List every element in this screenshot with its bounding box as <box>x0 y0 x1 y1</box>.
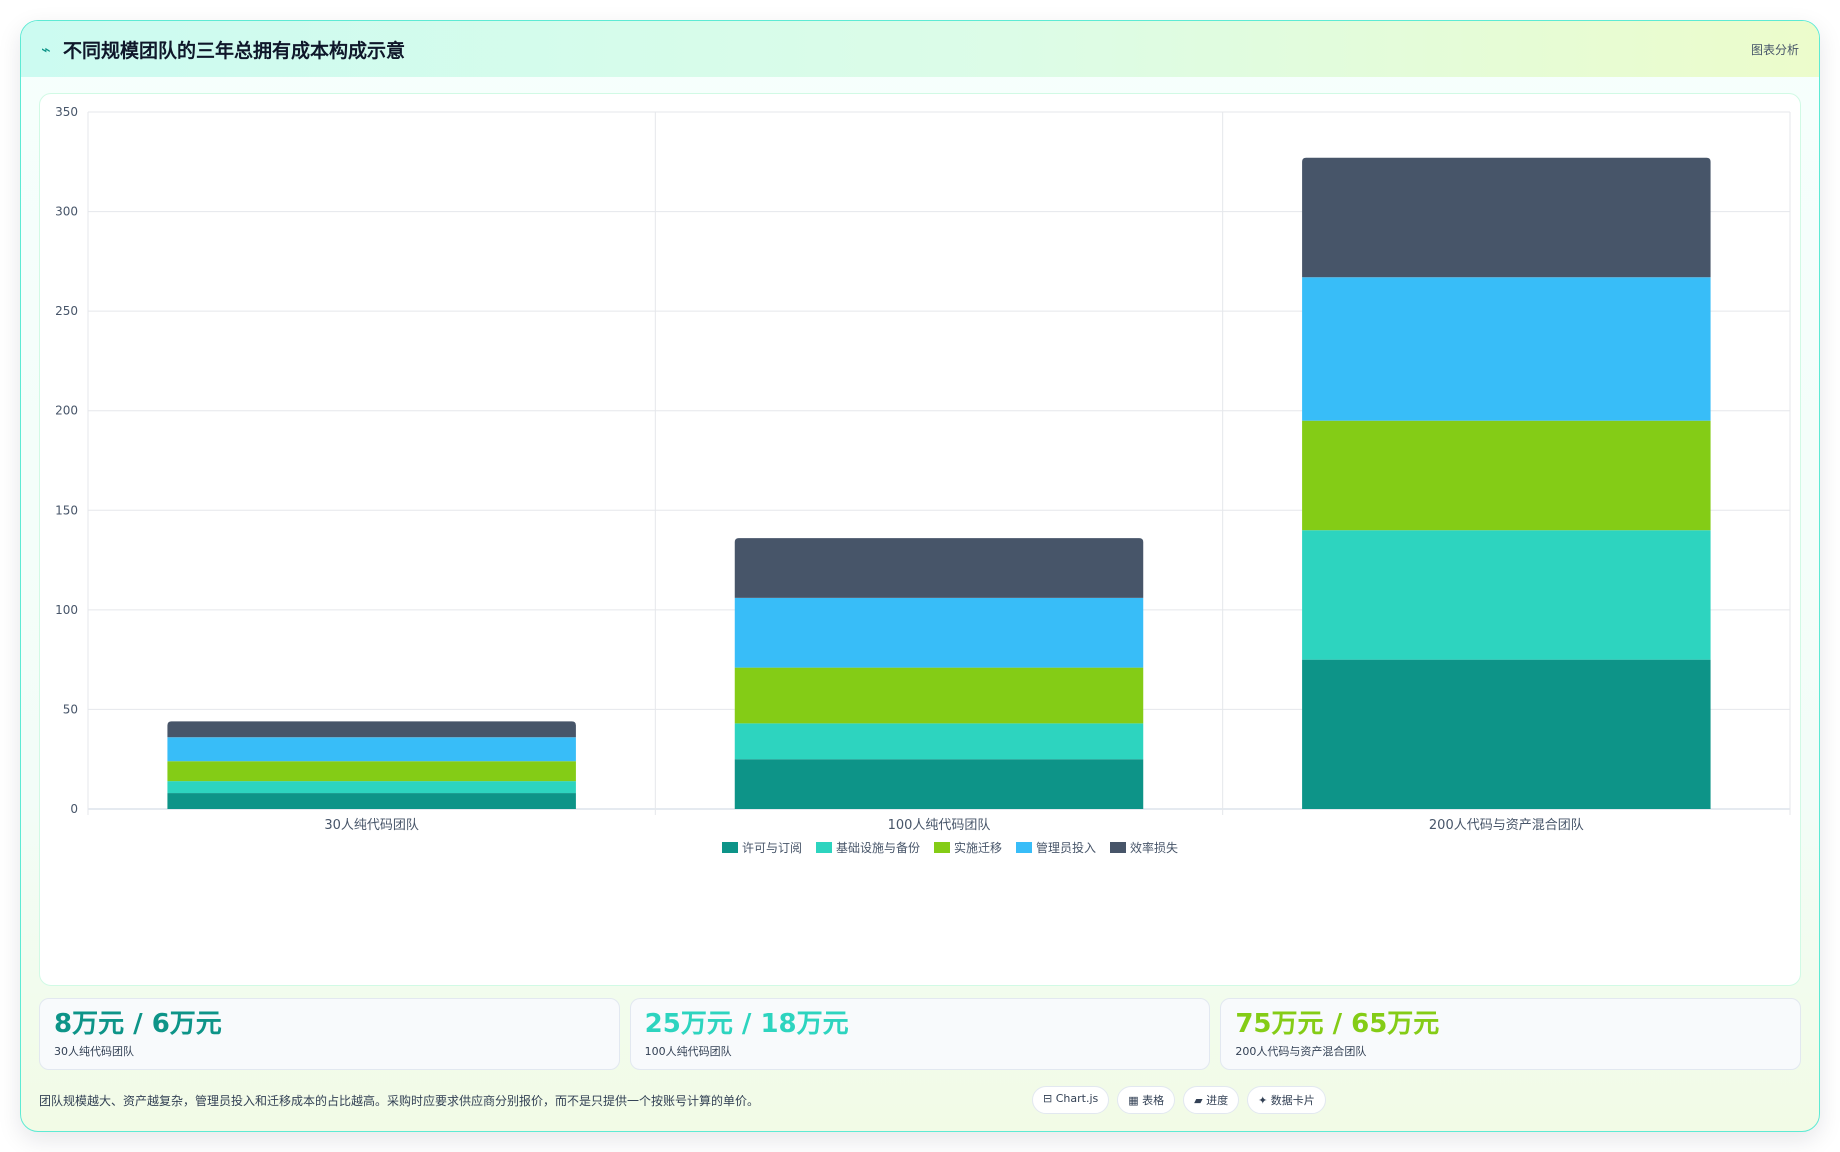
card-header: ⌁ 不同规模团队的三年总拥有成本构成示意 图表分析 <box>21 21 1819 77</box>
stat-cards: 8万元 / 6万元 30人纯代码团队 25万元 / 18万元 100人纯代码团队… <box>39 998 1802 1070</box>
chart-analysis-tag: 图表分析 <box>1750 42 1799 57</box>
card-footer: 团队规模越大、资产越复杂，管理员投入和迁移成本的占比越高。采购时应要求供应商分别… <box>39 1083 1801 1117</box>
chip-data-card[interactable]: ✦ 数据卡片 <box>1247 1086 1326 1114</box>
chart-panel: 0 50 100 150 200 250 300 350 30人纯代码团队 100人纯代码团队 20… <box>39 93 1801 986</box>
y-tick-label: 150 <box>55 503 78 517</box>
bar-segment <box>167 721 576 738</box>
feature-chips: ⊟ Chart.js ▦ 表格 ▰ 进度 ✦ 数据卡片 <box>1032 1086 1326 1114</box>
y-tick-label: 300 <box>55 205 78 219</box>
y-tick-label: 350 <box>55 105 78 119</box>
stat-card-30: 8万元 / 6万元 30人纯代码团队 <box>39 998 620 1070</box>
legend-swatch <box>722 842 738 853</box>
y-tick-label: 200 <box>55 404 78 418</box>
legend-label: 许可与订阅 <box>742 841 802 855</box>
stat-card-200: 75万元 / 65万元 200人代码与资产混合团队 <box>1220 998 1802 1070</box>
stat-card-100: 25万元 / 18万元 100人纯代码团队 <box>629 998 1211 1070</box>
legend-swatch <box>1016 842 1032 853</box>
bar-segment <box>167 737 576 762</box>
y-tick-label: 100 <box>55 603 78 617</box>
bar-segment <box>734 667 1144 724</box>
legend-swatch <box>934 842 950 853</box>
chip-table[interactable]: ▦ 表格 <box>1117 1086 1176 1114</box>
bar-segment <box>734 723 1144 760</box>
legend-label: 管理员投入 <box>1036 840 1096 855</box>
line-chart-icon: ⌁ <box>41 39 51 59</box>
stacked-bar-chart: 0 50 100 150 200 250 300 350 30人纯代码团队 100人纯代码团队 20… <box>55 105 1791 855</box>
bar-segment <box>167 793 576 809</box>
legend-label: 实施迁移 <box>954 840 1002 855</box>
bar-segment <box>734 538 1144 598</box>
bar-segment <box>1302 530 1711 660</box>
chart-title: 不同规模团队的三年总拥有成本构成示意 <box>63 39 406 62</box>
stat-label: 100人纯代码团队 <box>644 1045 732 1058</box>
bar-segment <box>1302 420 1711 531</box>
legend-swatch <box>1110 842 1126 853</box>
legend-swatch <box>816 842 832 853</box>
y-tick-label: 0 <box>70 802 78 816</box>
bar-segment <box>1302 277 1711 421</box>
footer-note: 团队规模越大、资产越复杂，管理员投入和迁移成本的占比越高。采购时应要求供应商分别… <box>39 1093 760 1108</box>
stat-value: 8万元 / 6万元 <box>54 1009 222 1039</box>
bar-segment <box>1302 157 1711 278</box>
legend-label: 基础设施与备份 <box>836 841 920 855</box>
x-tick-label: 100人纯代码团队 <box>888 818 991 833</box>
x-tick-label: 30人纯代码团队 <box>324 818 419 833</box>
y-tick-label: 250 <box>55 304 78 318</box>
bar-segment <box>1302 659 1711 809</box>
legend-label: 效率损失 <box>1130 840 1178 855</box>
stat-value: 25万元 / 18万元 <box>644 1009 849 1039</box>
bar-segment <box>167 781 576 794</box>
y-tick-label: 50 <box>63 702 78 716</box>
bar-segment <box>734 597 1144 668</box>
chart-card: ⌁ 不同规模团队的三年总拥有成本构成示意 图表分析 0 50 100 150 200 25… <box>20 20 1820 1132</box>
chip-progress[interactable]: ▰ 进度 <box>1183 1086 1240 1114</box>
bar-segment <box>734 759 1144 809</box>
stat-value: 75万元 / 65万元 <box>1235 1009 1440 1039</box>
stat-label: 200人代码与资产混合团队 <box>1235 1045 1367 1058</box>
x-tick-label: 200人代码与资产混合团队 <box>1429 818 1584 833</box>
bar-segment <box>167 761 576 782</box>
chip-chartjs[interactable]: ⊟ Chart.js <box>1032 1086 1110 1114</box>
stat-label: 30人纯代码团队 <box>54 1045 134 1058</box>
